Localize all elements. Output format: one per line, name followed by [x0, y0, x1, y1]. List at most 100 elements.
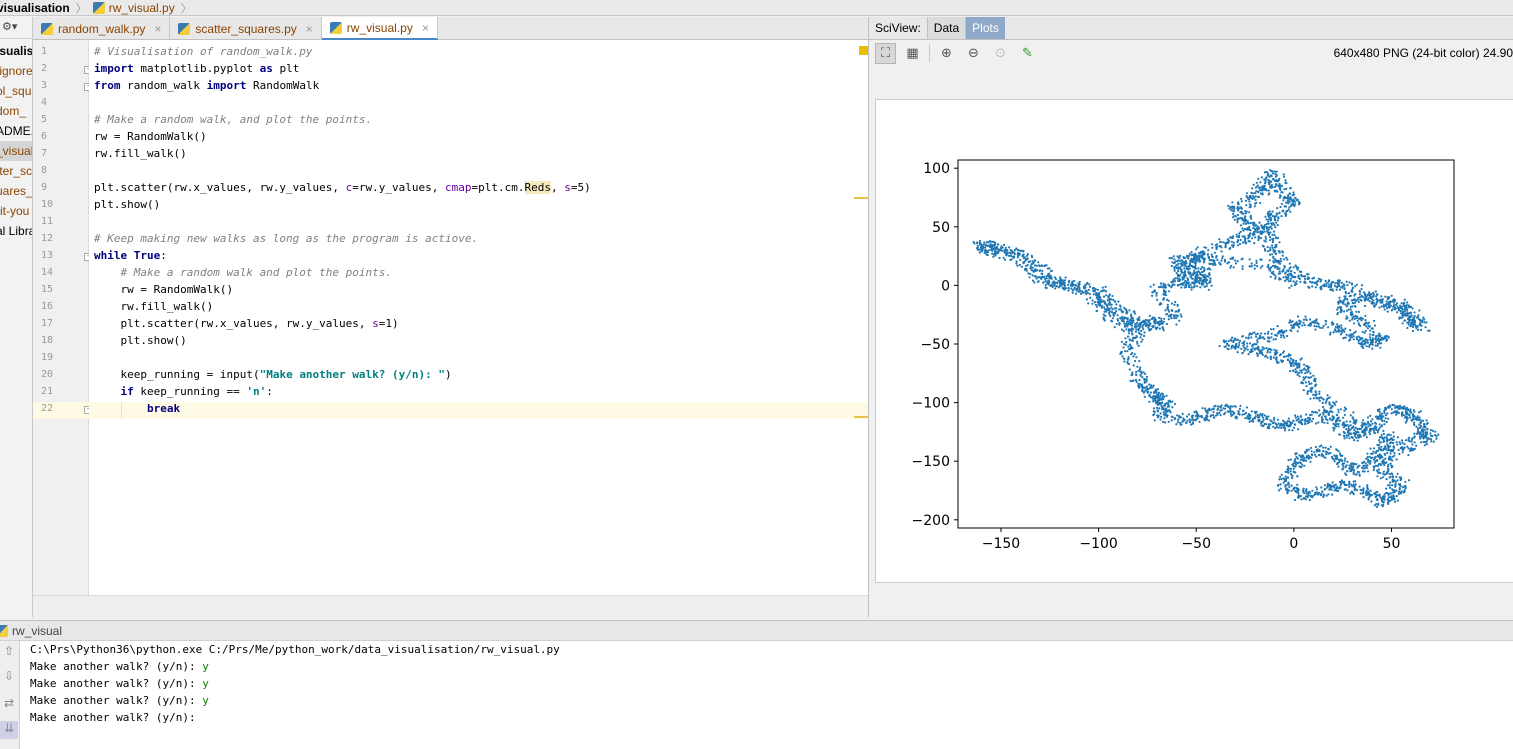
- data-point: [1303, 367, 1306, 370]
- data-point: [1304, 423, 1307, 426]
- data-point: [1354, 330, 1357, 333]
- tab-scatter-squares[interactable]: scatter_squares.py ×: [170, 17, 322, 40]
- data-point: [1173, 317, 1176, 320]
- data-point: [1409, 408, 1412, 411]
- project-root-folder[interactable]: isualis: [0, 44, 33, 58]
- data-point: [1368, 433, 1372, 436]
- data-point: [1246, 348, 1249, 351]
- data-point: [1396, 411, 1399, 414]
- data-point: [1340, 329, 1343, 332]
- plot-image[interactable]: −150 −100 −50 0 50 100 50 0 −50 −100 −150 −200: [875, 99, 1513, 583]
- run-console[interactable]: C:\Prs\Python36\python.exe C:/Prs/Me/pyt…: [20, 641, 1513, 749]
- line-number: 15: [41, 284, 54, 295]
- grid-icon[interactable]: ▦: [906, 45, 919, 60]
- soft-wrap-icon[interactable]: ⇄: [3, 696, 15, 710]
- tab-random-walk[interactable]: random_walk.py ×: [33, 17, 171, 40]
- scroll-to-end-icon[interactable]: ⇊: [0, 721, 18, 739]
- project-item[interactable]: tter_sc: [0, 164, 33, 178]
- data-point: [1266, 351, 1269, 354]
- data-point: [1354, 483, 1357, 486]
- data-point: [1045, 275, 1048, 278]
- data-point: [1139, 322, 1142, 325]
- data-point: [1320, 452, 1323, 455]
- data-point: [1228, 207, 1231, 210]
- data-point: [1024, 259, 1027, 262]
- data-point: [1314, 491, 1317, 494]
- actual-size-icon[interactable]: ⊙: [995, 45, 1006, 60]
- breadcrumb-folder[interactable]: visualisation: [0, 0, 70, 15]
- data-point: [1380, 445, 1383, 448]
- code-editor[interactable]: # Visualisation of random_walk.py import…: [89, 40, 868, 595]
- data-point: [1289, 470, 1292, 473]
- data-point: [1359, 492, 1362, 495]
- data-point: [1087, 302, 1090, 305]
- project-item-external-libraries[interactable]: al Libra: [0, 224, 33, 238]
- warning-marker-icon[interactable]: [859, 46, 868, 55]
- data-point: [1210, 253, 1213, 256]
- data-point: [1322, 450, 1325, 453]
- breadcrumb-file[interactable]: rw_visual.py: [92, 1, 175, 15]
- data-point: [1293, 423, 1296, 426]
- data-point: [1273, 421, 1276, 424]
- close-icon[interactable]: ×: [305, 21, 313, 36]
- tab-plots[interactable]: Plots: [966, 17, 1005, 39]
- data-point: [1321, 401, 1324, 404]
- data-point: [1343, 295, 1346, 298]
- data-point: [1289, 422, 1292, 425]
- data-point: [1348, 464, 1351, 467]
- data-point: [1344, 327, 1347, 330]
- scroll-down-icon[interactable]: ⇩: [3, 669, 15, 683]
- data-point: [1393, 404, 1396, 407]
- project-item[interactable]: uares_p: [0, 184, 33, 198]
- data-point: [1395, 302, 1399, 305]
- data-point: [1378, 447, 1381, 450]
- data-point: [1236, 208, 1239, 211]
- data-point: [1379, 471, 1382, 475]
- data-point: [1101, 300, 1104, 303]
- data-point: [1234, 215, 1237, 218]
- data-point: [1284, 485, 1287, 488]
- project-item[interactable]: dom_: [0, 104, 27, 118]
- data-point: [1294, 197, 1297, 200]
- data-point: [1286, 476, 1289, 479]
- project-item-selected[interactable]: _visual: [0, 141, 32, 161]
- data-point: [1095, 305, 1098, 308]
- data-point: [1207, 255, 1210, 258]
- data-point: [1122, 329, 1125, 333]
- data-point: [1231, 344, 1234, 347]
- data-point: [1400, 302, 1403, 305]
- scroll-up-icon[interactable]: ⇧: [3, 644, 15, 658]
- fit-to-window-icon[interactable]: ⛶: [875, 42, 896, 64]
- data-point: [1300, 371, 1303, 374]
- data-point: [1231, 336, 1234, 339]
- data-point: [1346, 470, 1349, 473]
- color-picker-icon[interactable]: ✎: [1022, 45, 1033, 60]
- data-point: [1272, 250, 1275, 253]
- data-point: [1112, 298, 1115, 301]
- project-item[interactable]: ADME.: [0, 124, 33, 138]
- close-icon[interactable]: ×: [154, 21, 162, 36]
- settings-icon[interactable]: ⚙▾: [2, 21, 18, 33]
- data-point: [1350, 462, 1353, 465]
- project-item[interactable]: tignore: [0, 64, 33, 78]
- project-item[interactable]: ol_squa: [0, 84, 32, 98]
- data-point: [1236, 217, 1239, 220]
- zoom-in-icon[interactable]: ⊕: [941, 45, 952, 60]
- run-config-title[interactable]: rw_visual: [12, 623, 63, 638]
- zoom-out-icon[interactable]: ⊖: [968, 45, 979, 60]
- data-point: [1149, 285, 1152, 288]
- data-point: [1286, 488, 1289, 491]
- data-point: [1120, 317, 1123, 320]
- line-number: 4: [41, 97, 48, 108]
- data-point: [1280, 478, 1283, 481]
- project-item[interactable]: -it-you: [0, 204, 30, 218]
- tab-rw-visual[interactable]: rw_visual.py ×: [321, 17, 438, 40]
- tab-data[interactable]: Data: [926, 17, 967, 39]
- data-point: [1156, 396, 1159, 399]
- data-point: [1267, 179, 1270, 182]
- close-icon[interactable]: ×: [421, 20, 429, 35]
- data-point: [1162, 293, 1165, 296]
- data-point: [997, 250, 1000, 253]
- data-point: [1393, 452, 1396, 455]
- data-point: [1315, 455, 1318, 458]
